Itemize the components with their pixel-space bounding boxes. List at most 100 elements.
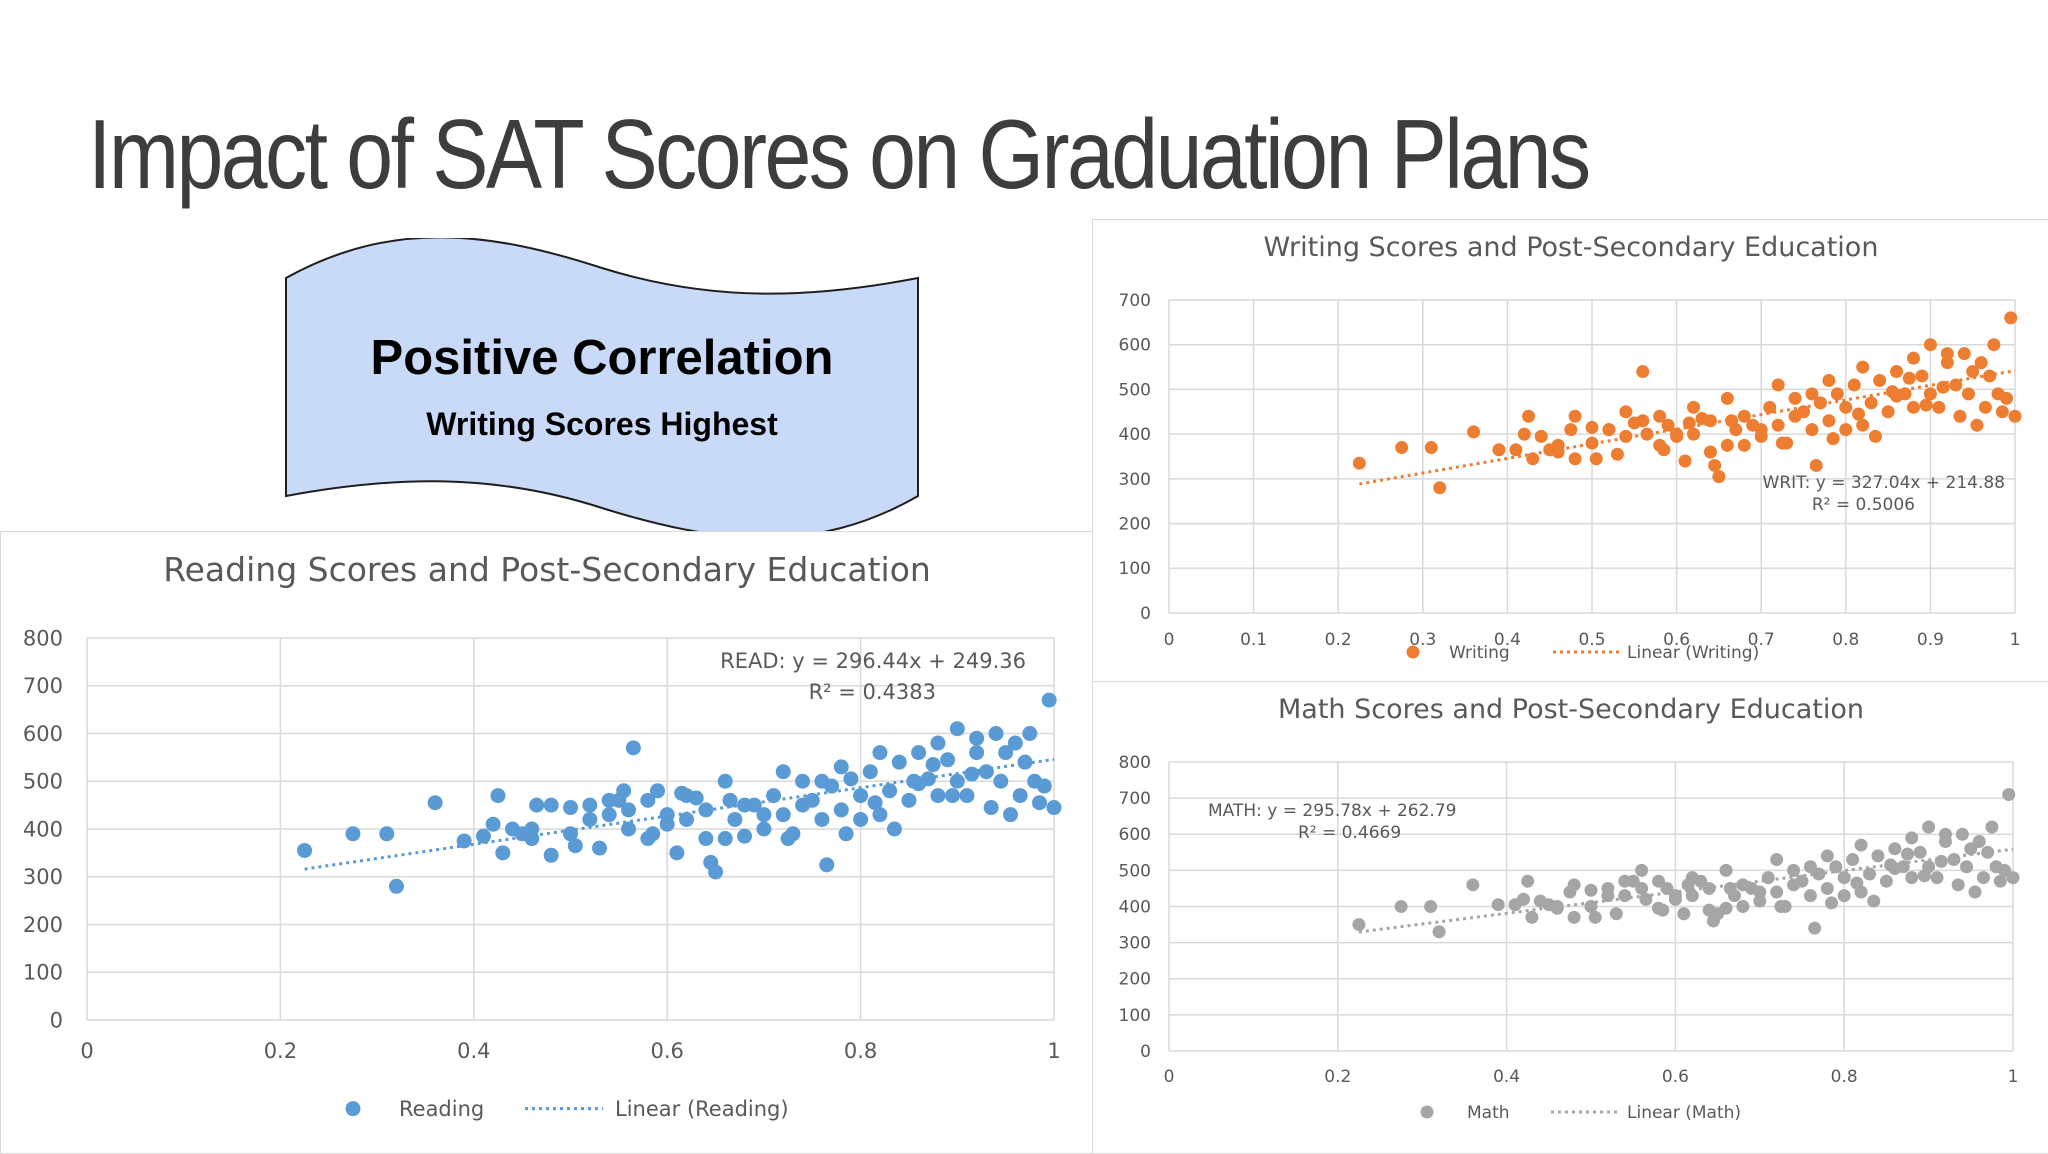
data-point — [1584, 883, 1598, 897]
data-point — [1007, 735, 1023, 751]
data-point — [1564, 423, 1578, 437]
data-point — [1846, 853, 1860, 867]
y-tick-label: 700 — [1119, 789, 1151, 809]
x-tick-label: 1 — [1047, 1039, 1060, 1063]
data-point — [625, 740, 641, 756]
data-point — [1588, 910, 1602, 924]
data-point — [1618, 874, 1632, 888]
y-tick-label: 0 — [1140, 604, 1151, 624]
y-tick-label: 500 — [1119, 380, 1151, 400]
data-point — [1736, 900, 1750, 913]
data-point — [1856, 360, 1870, 374]
data-point — [1940, 347, 1954, 361]
y-tick-label: 300 — [23, 865, 63, 889]
data-point — [679, 788, 695, 804]
data-point — [1670, 427, 1684, 441]
data-point — [1826, 432, 1840, 446]
x-tick-label: 0.2 — [1325, 630, 1352, 650]
data-point — [1864, 396, 1878, 410]
data-point — [795, 797, 811, 813]
data-point — [1550, 901, 1564, 915]
r-squared-label: R² = 0.4383 — [809, 680, 936, 704]
data-point — [1976, 871, 1990, 885]
data-point — [833, 802, 849, 818]
data-point — [1987, 338, 2001, 352]
y-tick-label: 200 — [1119, 515, 1151, 535]
data-point — [1787, 863, 1801, 877]
data-point — [959, 788, 975, 804]
data-point — [1879, 874, 1893, 888]
data-point — [1046, 800, 1062, 816]
data-point — [1610, 447, 1624, 461]
data-point — [1854, 838, 1868, 852]
data-point — [867, 795, 883, 811]
data-point — [1901, 847, 1914, 861]
reading-chart: Reading Scores and Post-Secondary Educat… — [23, 550, 1062, 1121]
data-point — [722, 792, 738, 808]
data-point — [780, 831, 796, 847]
data-point — [659, 816, 675, 832]
data-point — [1729, 423, 1743, 437]
data-point — [1822, 373, 1836, 387]
data-point — [1585, 436, 1599, 450]
data-point — [1753, 894, 1767, 908]
data-point — [944, 788, 960, 804]
data-point — [1917, 869, 1931, 883]
data-point — [949, 773, 965, 789]
data-point — [1919, 398, 1933, 412]
data-point — [978, 764, 994, 780]
data-point — [756, 821, 772, 837]
data-point — [1720, 391, 1734, 405]
data-point — [911, 745, 927, 761]
data-point — [886, 821, 902, 837]
y-tick-label: 500 — [1119, 861, 1151, 881]
data-point — [819, 857, 835, 873]
y-tick-label: 300 — [1119, 934, 1151, 954]
data-point — [640, 792, 656, 808]
data-point — [795, 773, 811, 789]
data-point — [1703, 445, 1717, 459]
data-point — [1837, 871, 1851, 885]
data-point — [1589, 452, 1603, 466]
data-point — [1923, 387, 1937, 401]
data-point — [1031, 795, 1047, 811]
data-point — [983, 800, 999, 816]
data-point — [1970, 418, 1984, 432]
data-point — [490, 788, 506, 804]
data-point — [1424, 900, 1438, 913]
data-point — [1915, 369, 1929, 383]
data-point — [853, 788, 869, 804]
data-point — [814, 773, 830, 789]
data-point — [1640, 427, 1654, 441]
y-tick-label: 700 — [23, 674, 63, 698]
regression-equation: WRIT: y = 327.04x + 214.88 — [1763, 473, 2005, 493]
data-point — [543, 797, 559, 813]
data-point — [717, 773, 733, 789]
data-point — [969, 730, 985, 746]
data-point — [1602, 423, 1616, 437]
x-tick-label: 0 — [1164, 630, 1175, 650]
data-point — [1737, 438, 1751, 452]
data-point — [475, 828, 491, 844]
data-point — [1509, 443, 1523, 457]
data-point — [1803, 860, 1817, 874]
x-tick-label: 0.5 — [1578, 630, 1605, 650]
data-point — [1636, 365, 1650, 379]
data-point — [1653, 409, 1667, 423]
data-point — [901, 792, 917, 808]
y-tick-label: 600 — [1119, 336, 1151, 356]
data-point — [1424, 441, 1438, 455]
x-tick-label: 0 — [80, 1039, 93, 1063]
data-point — [1635, 881, 1649, 895]
data-point — [601, 807, 617, 823]
data-point — [1041, 692, 1057, 708]
x-tick-label: 0.3 — [1409, 630, 1436, 650]
data-point — [1787, 878, 1801, 892]
data-point — [1685, 871, 1699, 885]
x-tick-label: 0.6 — [1662, 1067, 1689, 1087]
data-point — [1678, 454, 1692, 468]
banner-subheading: Writing Scores Highest — [426, 406, 778, 442]
data-point — [582, 797, 598, 813]
x-tick-label: 0.8 — [1832, 630, 1859, 650]
data-point — [1972, 834, 1986, 848]
